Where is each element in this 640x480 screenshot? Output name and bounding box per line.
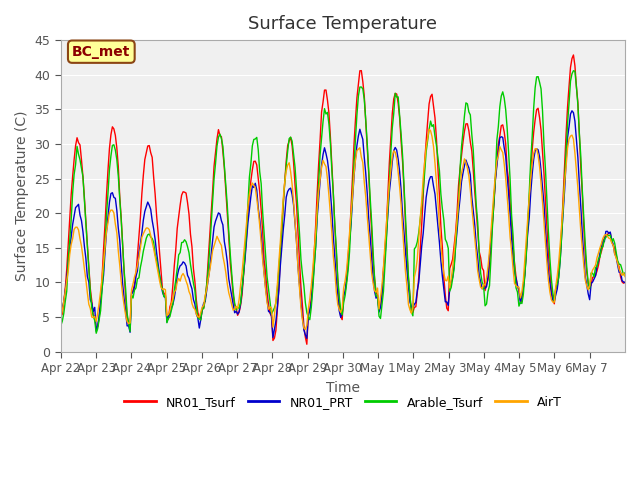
AirT: [462, 159, 470, 165]
Text: BC_met: BC_met: [72, 45, 131, 59]
AirT: [301, 326, 309, 332]
Arable_Tsurf: [76, 157, 84, 163]
Arable_Tsurf: [545, 229, 552, 235]
Y-axis label: Surface Temperature (C): Surface Temperature (C): [15, 110, 29, 281]
NR01_PRT: [303, 336, 310, 341]
NR01_Tsurf: [303, 341, 310, 347]
AirT: [621, 274, 629, 279]
AirT: [546, 289, 554, 295]
NR01_PRT: [461, 163, 468, 168]
Legend: NR01_Tsurf, NR01_PRT, Arable_Tsurf, AirT: NR01_Tsurf, NR01_PRT, Arable_Tsurf, AirT: [120, 391, 566, 414]
NR01_Tsurf: [570, 52, 577, 58]
X-axis label: Time: Time: [326, 381, 360, 395]
Arable_Tsurf: [95, 317, 103, 323]
Line: AirT: AirT: [61, 129, 625, 329]
NR01_Tsurf: [621, 279, 629, 285]
AirT: [620, 270, 627, 276]
Line: Arable_Tsurf: Arable_Tsurf: [61, 71, 625, 333]
NR01_PRT: [349, 197, 356, 203]
NR01_PRT: [621, 280, 629, 286]
Arable_Tsurf: [621, 270, 629, 276]
Title: Surface Temperature: Surface Temperature: [248, 15, 437, 33]
NR01_Tsurf: [620, 280, 627, 286]
NR01_PRT: [57, 309, 65, 314]
Arable_Tsurf: [57, 323, 65, 328]
NR01_Tsurf: [545, 251, 552, 257]
AirT: [94, 311, 102, 316]
NR01_Tsurf: [461, 128, 468, 134]
NR01_PRT: [545, 269, 552, 275]
NR01_Tsurf: [57, 314, 65, 320]
NR01_PRT: [620, 279, 627, 285]
NR01_Tsurf: [94, 324, 102, 330]
AirT: [57, 313, 65, 319]
Arable_Tsurf: [349, 189, 356, 194]
AirT: [425, 126, 433, 132]
Arable_Tsurf: [461, 113, 468, 119]
AirT: [349, 194, 356, 200]
Arable_Tsurf: [620, 272, 627, 278]
Line: NR01_PRT: NR01_PRT: [61, 111, 625, 338]
NR01_Tsurf: [349, 174, 356, 180]
NR01_PRT: [94, 323, 102, 329]
AirT: [76, 236, 84, 242]
Line: NR01_Tsurf: NR01_Tsurf: [61, 55, 625, 344]
NR01_PRT: [568, 108, 576, 114]
NR01_PRT: [76, 212, 84, 218]
Arable_Tsurf: [570, 68, 577, 73]
Arable_Tsurf: [92, 330, 100, 336]
NR01_Tsurf: [76, 142, 84, 148]
